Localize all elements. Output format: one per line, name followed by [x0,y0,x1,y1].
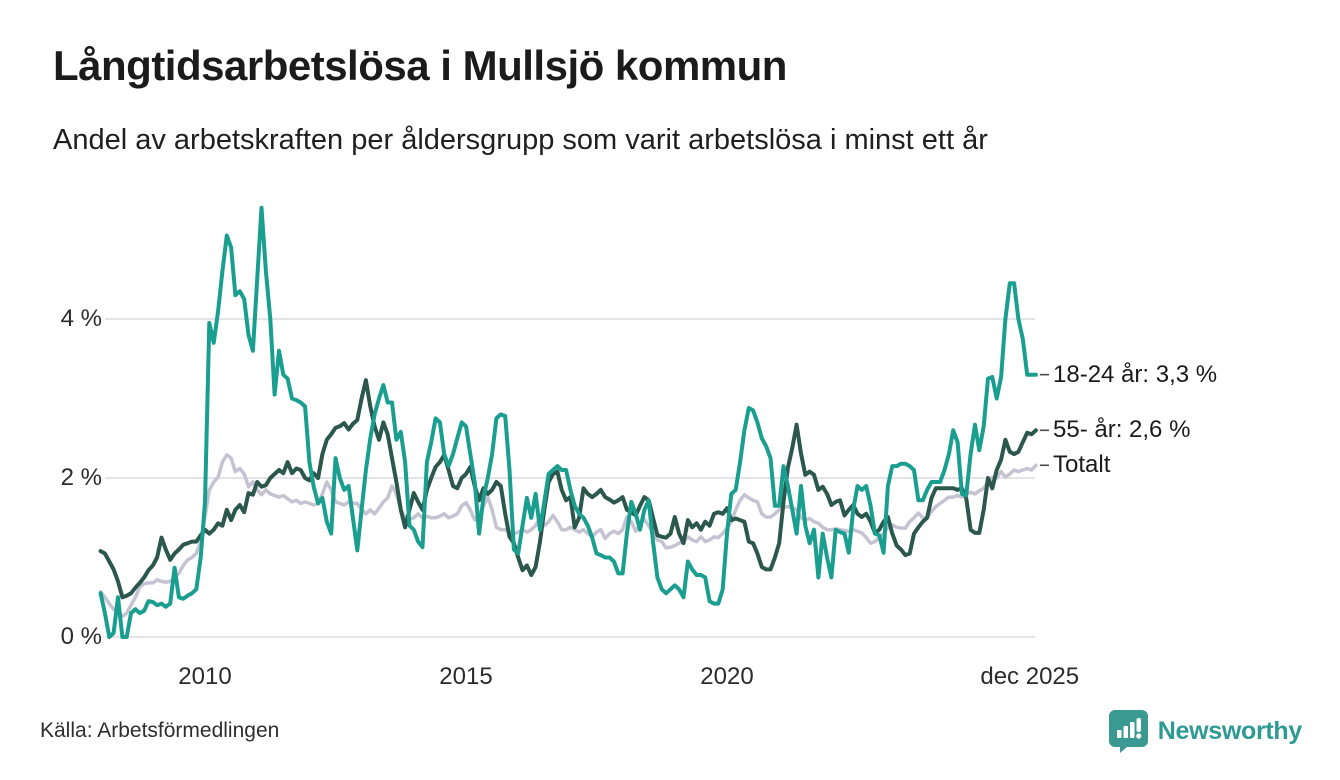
y-axis-label-2pct: 2 % [60,464,102,491]
series-label-55plus: 55- år: 2,6 % [1053,416,1191,444]
y-axis-label-4pct: 4 % [60,305,102,332]
x-axis-label-2010: 2010 [178,663,232,690]
newsworthy-logo: Newsworthy [1108,709,1302,753]
gridline-0pct [105,636,1035,638]
series-line-18-24-r [98,205,1038,639]
series-label-totalt: Totalt [1053,451,1111,479]
x-axis-label-2015: 2015 [439,663,493,690]
gridline-2pct [105,477,1035,479]
gridline-4pct [105,318,1035,320]
source-attribution: Källa: Arbetsförmedlingen [40,719,280,742]
newsworthy-icon [1108,710,1148,753]
chart-title: Långtidsarbetslösa i Mullsjö kommun [53,42,787,89]
series-label-18-24: 18-24 år: 3,3 % [1053,360,1218,388]
y-axis-label-0pct: 0 % [60,623,102,650]
series-line-55-r [98,378,1038,600]
chart-subtitle: Andel av arbetskraften per åldersgrupp s… [53,124,988,156]
x-axis-label-dec-2025: dec 2025 [980,663,1080,690]
newsworthy-wordmark: Newsworthy [1157,716,1303,745]
x-axis-label-2020: 2020 [700,663,754,690]
